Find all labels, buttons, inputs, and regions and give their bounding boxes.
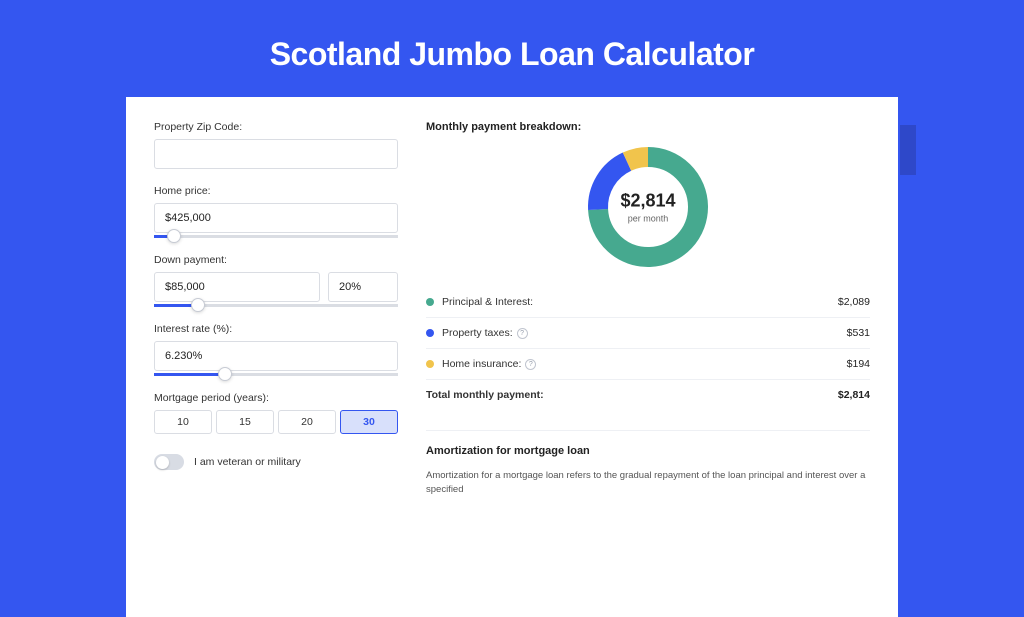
donut-segment [627, 157, 648, 162]
legend-dot [426, 360, 434, 368]
legend-dot [426, 298, 434, 306]
breakdown-item-value: $2,089 [838, 296, 870, 308]
breakdown-row: Home insurance:? $194 [426, 349, 870, 380]
breakdown-item-label: Property taxes: [442, 327, 513, 339]
interest-slider-thumb[interactable] [218, 367, 232, 381]
toggle-knob [156, 456, 169, 469]
amortization-section: Amortization for mortgage loan Amortizat… [426, 430, 870, 498]
breakdown-row: Principal & Interest: $2,089 [426, 287, 870, 318]
home-price-field-group: Home price: [154, 185, 398, 238]
legend-dot [426, 329, 434, 337]
period-option-10[interactable]: 10 [154, 410, 212, 434]
zip-input[interactable] [154, 139, 398, 169]
calculator-card: Property Zip Code: Home price: Down paym… [126, 97, 898, 617]
interest-input[interactable] [154, 341, 398, 371]
help-icon[interactable]: ? [525, 359, 536, 370]
breakdown-item-label: Home insurance: [442, 358, 521, 370]
down-payment-label: Down payment: [154, 254, 398, 266]
period-field-group: Mortgage period (years): 10152030 [154, 392, 398, 434]
accent-decoration [900, 125, 916, 175]
page-title: Scotland Jumbo Loan Calculator [0, 0, 1024, 97]
breakdown-row: Property taxes:? $531 [426, 318, 870, 349]
breakdown-panel: Monthly payment breakdown: $2,814 per mo… [426, 121, 870, 593]
per-month-label: per month [620, 214, 675, 224]
total-label: Total monthly payment: [426, 389, 544, 401]
inputs-panel: Property Zip Code: Home price: Down paym… [154, 121, 398, 593]
interest-label: Interest rate (%): [154, 323, 398, 335]
period-option-30[interactable]: 30 [340, 410, 398, 434]
breakdown-item-label: Principal & Interest: [442, 296, 533, 308]
breakdown-total-row: Total monthly payment: $2,814 [426, 380, 870, 410]
home-price-slider-thumb[interactable] [167, 229, 181, 243]
down-payment-slider-thumb[interactable] [191, 298, 205, 312]
veteran-label: I am veteran or military [194, 456, 301, 468]
breakdown-title: Monthly payment breakdown: [426, 121, 870, 133]
zip-label: Property Zip Code: [154, 121, 398, 133]
period-label: Mortgage period (years): [154, 392, 398, 404]
home-price-input[interactable] [154, 203, 398, 233]
down-payment-amount-input[interactable] [154, 272, 320, 302]
home-price-slider[interactable] [154, 235, 398, 238]
down-payment-field-group: Down payment: [154, 254, 398, 307]
interest-slider[interactable] [154, 373, 398, 376]
breakdown-item-value: $531 [847, 327, 870, 339]
zip-field-group: Property Zip Code: [154, 121, 398, 169]
period-option-20[interactable]: 20 [278, 410, 336, 434]
down-payment-slider[interactable] [154, 304, 398, 307]
breakdown-item-value: $194 [847, 358, 870, 370]
veteran-toggle-row: I am veteran or military [154, 454, 398, 470]
amortization-title: Amortization for mortgage loan [426, 445, 870, 457]
monthly-amount: $2,814 [620, 191, 675, 212]
donut-center: $2,814 per month [620, 191, 675, 224]
help-icon[interactable]: ? [517, 328, 528, 339]
total-value: $2,814 [838, 389, 870, 401]
interest-field-group: Interest rate (%): [154, 323, 398, 376]
down-payment-pct-input[interactable] [328, 272, 398, 302]
donut-chart: $2,814 per month [426, 145, 870, 269]
amortization-text: Amortization for a mortgage loan refers … [426, 469, 870, 498]
veteran-toggle[interactable] [154, 454, 184, 470]
home-price-label: Home price: [154, 185, 398, 197]
period-option-15[interactable]: 15 [216, 410, 274, 434]
